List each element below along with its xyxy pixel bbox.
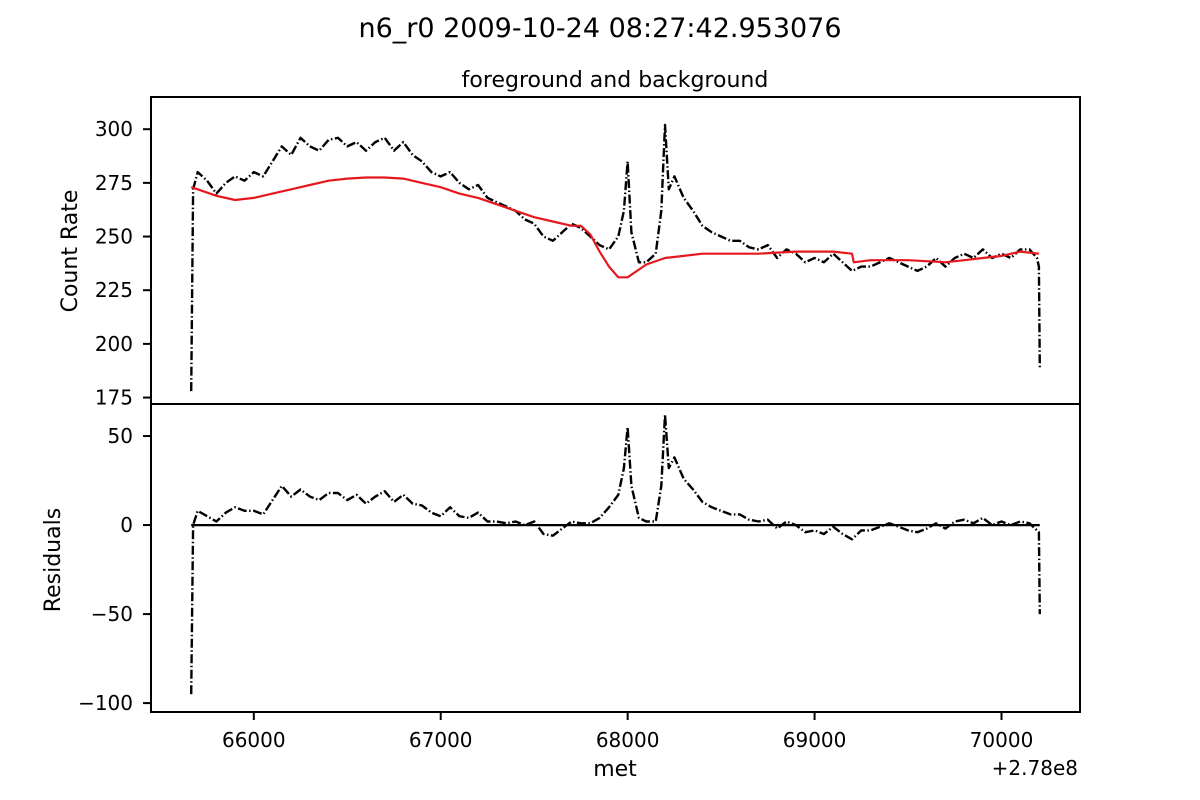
y-tick-label-0-0: 175 xyxy=(95,386,133,410)
x-tick-label-3: 69000 xyxy=(783,728,847,752)
x-tick-label-4: 70000 xyxy=(970,728,1034,752)
x-offset-label: +2.78e8 xyxy=(992,756,1078,780)
x-tick-label-1: 67000 xyxy=(409,728,473,752)
top-panel: 175 200 225 250 275 300 Count Rate xyxy=(58,96,1081,410)
y-tick-label-1-0: −100 xyxy=(78,691,133,715)
bottom-panel-marks xyxy=(190,413,1041,695)
top-panel-marks xyxy=(190,123,1042,392)
bottom-panel-ylabel: Residuals xyxy=(41,508,66,612)
bottom-panel-frame xyxy=(150,403,1081,713)
top-panel-frame xyxy=(150,96,1081,405)
y-tick-label-1-3: 50 xyxy=(108,424,133,448)
y-tick-label-0-4: 275 xyxy=(95,171,133,195)
x-axis-label: met xyxy=(593,757,637,782)
y-tick-label-0-5: 300 xyxy=(95,117,133,141)
series-line-0-0 xyxy=(190,123,1042,392)
series-line-0-1 xyxy=(190,176,1040,279)
bottom-panel-axes: −100 −50 0 50 66000 67000 68000 69000 70000 xyxy=(78,424,1033,752)
series-line-1-0 xyxy=(190,413,1041,695)
figure-suptitle: n6_r0 2009-10-24 08:27:42.953076 xyxy=(358,13,841,44)
y-tick-label-0-3: 250 xyxy=(95,225,133,249)
top-panel-ylabel: Count Rate xyxy=(58,190,83,313)
bottom-panel: −100 −50 0 50 66000 67000 68000 69000 70000 Resi… xyxy=(41,403,1081,752)
top-panel-axes: 175 200 225 250 275 300 xyxy=(95,117,151,410)
x-tick-label-2: 68000 xyxy=(596,728,660,752)
y-tick-label-0-1: 200 xyxy=(95,332,133,356)
x-tick-label-0: 66000 xyxy=(222,728,286,752)
top-panel-title: foreground and background xyxy=(462,68,769,93)
y-tick-label-0-2: 225 xyxy=(95,278,133,302)
y-tick-label-1-2: 0 xyxy=(120,513,133,537)
y-tick-label-1-1: −50 xyxy=(91,602,133,626)
